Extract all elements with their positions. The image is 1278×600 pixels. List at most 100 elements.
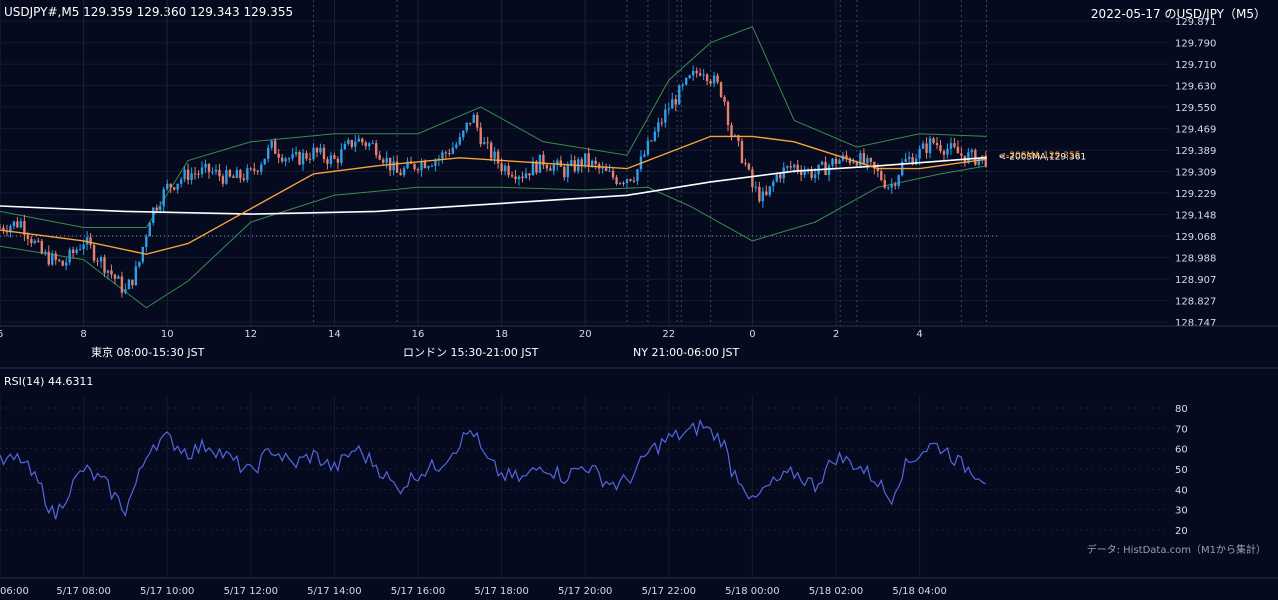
candle-body xyxy=(507,165,510,176)
candle-body xyxy=(897,175,900,186)
hour-tick-label: 0 xyxy=(749,329,755,340)
candle-body xyxy=(326,159,329,164)
candle-body xyxy=(340,149,343,163)
candle-body xyxy=(521,176,524,179)
candle-body xyxy=(890,184,893,188)
candle-body xyxy=(294,152,298,155)
candle-body xyxy=(716,75,719,83)
candle-body xyxy=(535,161,538,173)
candle-body xyxy=(887,187,890,189)
candle-body xyxy=(615,177,618,185)
candle-body xyxy=(688,75,691,78)
candle-body xyxy=(911,157,914,165)
candle-body xyxy=(172,187,176,190)
candle-body xyxy=(207,163,211,173)
candle-body xyxy=(451,147,455,154)
bollinger-upper-band xyxy=(0,25,987,228)
candle-body xyxy=(660,122,664,124)
candle-body xyxy=(319,147,322,153)
candle-body xyxy=(570,160,573,166)
price-tick-label: 129.871 xyxy=(1175,17,1216,28)
candle-body xyxy=(58,259,61,261)
sma20-label: <-20SMA,129.355 xyxy=(998,151,1080,161)
candle-body xyxy=(970,149,974,153)
candle-body xyxy=(939,145,942,152)
candle-body xyxy=(556,160,559,165)
candle-body xyxy=(709,81,712,84)
candle-body xyxy=(695,70,698,74)
hour-tick-label: 22 xyxy=(662,329,675,340)
candle-body xyxy=(225,170,228,184)
candle-body xyxy=(779,174,782,179)
candle-body xyxy=(942,151,946,155)
candle-body xyxy=(427,166,430,169)
candle-body xyxy=(270,140,273,148)
candle-body xyxy=(873,161,876,169)
candle-body xyxy=(622,182,625,184)
candle-body xyxy=(479,127,482,145)
candle-body xyxy=(381,159,385,163)
candle-body xyxy=(19,221,23,228)
candle-body xyxy=(378,155,381,160)
candle-body xyxy=(110,270,113,275)
price-tick-label: 129.630 xyxy=(1175,82,1216,93)
hour-tick-label: 8 xyxy=(80,329,86,340)
candle-body xyxy=(103,257,106,273)
price-tick-label: 129.790 xyxy=(1175,39,1216,50)
candle-body xyxy=(472,114,475,123)
candle-body xyxy=(946,148,949,155)
candle-body xyxy=(751,169,754,188)
candle-body xyxy=(455,144,458,148)
candle-body xyxy=(186,169,190,181)
candle-body xyxy=(601,167,604,169)
hour-tick-label: 16 xyxy=(412,329,425,340)
candle-body xyxy=(462,130,465,138)
candle-body xyxy=(368,143,371,147)
candle-body xyxy=(392,161,395,171)
candle-body xyxy=(740,141,744,163)
candle-body xyxy=(671,99,674,109)
hour-tick-label: 4 xyxy=(916,329,922,340)
candle-body xyxy=(831,158,834,166)
candle-body xyxy=(855,162,859,166)
candle-body xyxy=(54,253,57,260)
candle-body xyxy=(956,146,960,154)
candle-body xyxy=(179,179,183,184)
price-tick-label: 128.988 xyxy=(1175,253,1216,264)
bottom-time-label: 5/17 08:00 xyxy=(56,586,110,597)
candle-body xyxy=(336,158,340,163)
candle-body xyxy=(914,158,918,165)
candle-body xyxy=(284,158,287,162)
candle-body xyxy=(528,173,531,176)
candle-body xyxy=(723,96,726,102)
candle-body xyxy=(441,152,444,159)
candle-body xyxy=(925,143,928,153)
bottom-time-label: 5/17 10:00 xyxy=(140,586,194,597)
candle-body xyxy=(361,138,364,143)
candle-body xyxy=(61,260,64,266)
candle-body xyxy=(12,221,16,227)
candle-body xyxy=(953,143,956,147)
candle-body xyxy=(587,153,590,166)
candle-body xyxy=(256,170,259,172)
candle-body xyxy=(786,166,789,168)
candle-body xyxy=(827,165,831,176)
candle-body xyxy=(23,221,26,235)
candle-body xyxy=(120,276,124,293)
candle-body xyxy=(977,158,981,165)
candle-body xyxy=(712,75,716,84)
candle-body xyxy=(744,162,747,164)
candle-body xyxy=(796,164,799,171)
bottom-time-label: 5/17 16:00 xyxy=(391,586,445,597)
price-tick-label: 129.148 xyxy=(1175,211,1216,222)
candle-body xyxy=(204,163,207,168)
candle-body xyxy=(448,153,451,155)
price-tick-label: 129.469 xyxy=(1175,125,1216,136)
candle-body xyxy=(974,149,977,165)
candle-body xyxy=(113,274,117,279)
bottom-time-label: 5/17 14:00 xyxy=(307,586,361,597)
candle-body xyxy=(949,143,953,149)
candle-body xyxy=(799,170,803,175)
candle-body xyxy=(765,191,768,195)
